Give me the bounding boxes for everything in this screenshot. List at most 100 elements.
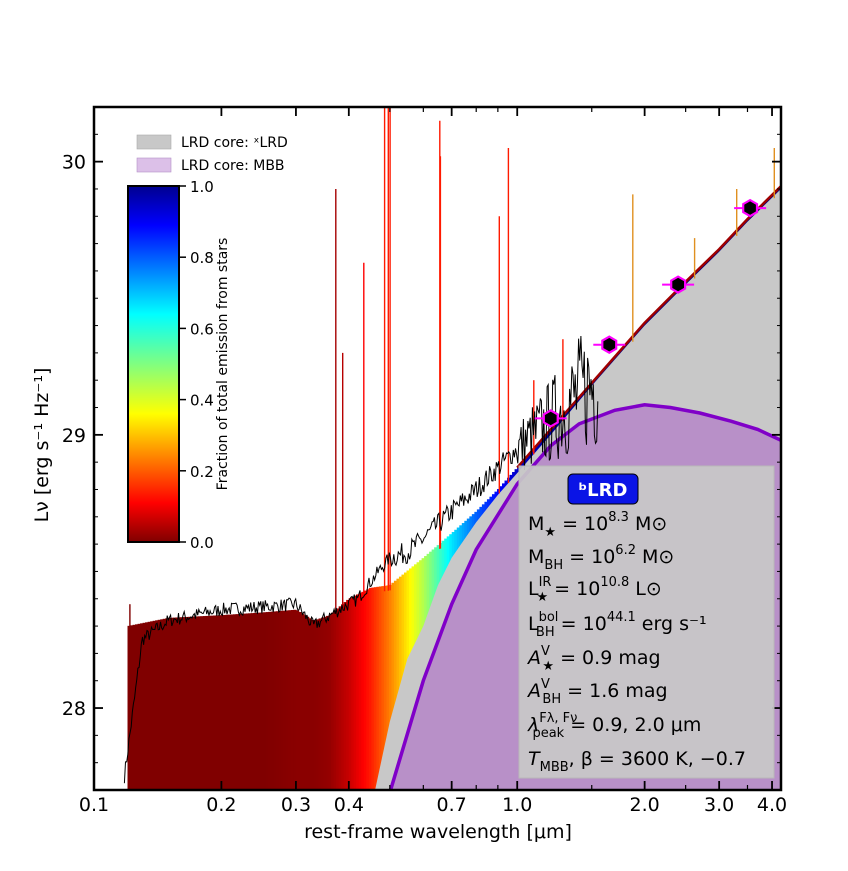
total-model-strip bbox=[200, 616, 204, 790]
total-model-strip bbox=[127, 625, 131, 790]
total-model-strip bbox=[142, 622, 146, 790]
info-row-part: erg s⁻¹ bbox=[636, 613, 707, 635]
info-row-symbol: A bbox=[526, 680, 541, 702]
total-model-strip bbox=[351, 596, 355, 790]
total-model-strip bbox=[366, 589, 370, 790]
info-row-part: BH bbox=[544, 558, 563, 573]
total-model-strip bbox=[275, 611, 280, 790]
total-model-strip bbox=[243, 613, 247, 790]
info-row-symbol: T bbox=[528, 748, 541, 770]
total-model-strip bbox=[270, 611, 275, 790]
x-tick-label: 0.4 bbox=[334, 794, 364, 816]
info-row-part: L bbox=[528, 578, 539, 600]
info-row-part: IR bbox=[539, 575, 552, 590]
info-row: λFλ, Fν peak = 0.9, 2.0 μm bbox=[527, 711, 701, 741]
total-model-strip bbox=[187, 616, 192, 790]
total-model-strip bbox=[220, 615, 224, 790]
total-model-strip bbox=[396, 578, 400, 790]
info-row-part: M bbox=[528, 513, 544, 535]
axis-ticks: 0.1 0.2 0.3 0.4 0.7 1.0 2.0 3.0 4.0 28 29 30 bbox=[62, 107, 787, 816]
total-model-strip bbox=[135, 624, 139, 790]
total-model-strip bbox=[373, 587, 378, 790]
total-model-strip bbox=[147, 621, 151, 790]
info-row-part: V bbox=[541, 677, 550, 692]
total-model-strip bbox=[348, 598, 352, 790]
info-row: AV ★ = 0.9 mag bbox=[526, 644, 661, 674]
total-model-strip bbox=[255, 612, 260, 790]
x-tick-label: 0.3 bbox=[281, 794, 311, 816]
info-row: AV BH = 1.6 mag bbox=[526, 677, 668, 707]
info-row-part: ★ bbox=[536, 590, 548, 605]
info-row-part: BH bbox=[536, 625, 555, 640]
total-model-strip bbox=[288, 610, 292, 790]
info-row-part: peak bbox=[532, 726, 564, 741]
info-row-part: = 0.9 mag bbox=[554, 647, 660, 669]
total-model-strip bbox=[308, 618, 312, 790]
total-model-strip bbox=[268, 611, 272, 790]
total-model-strip bbox=[278, 611, 282, 790]
colorbar-tick-label: 0.0 bbox=[190, 534, 214, 552]
total-model-strip bbox=[381, 586, 385, 790]
info-row-part: ★ bbox=[544, 525, 556, 540]
total-model-strip bbox=[205, 615, 209, 790]
total-model-strip bbox=[192, 616, 197, 790]
info-row-part: = 10 bbox=[563, 546, 615, 568]
info-row-part: M⊙ bbox=[629, 513, 667, 535]
total-model-strip bbox=[235, 614, 239, 790]
info-row-part: 6.2 bbox=[615, 543, 636, 558]
info-row: LIR ★ = 1010.8 L⊙ bbox=[528, 575, 662, 605]
info-row-part: = 10 bbox=[548, 578, 600, 600]
total-model-strip bbox=[212, 615, 217, 790]
total-model-strip bbox=[217, 615, 222, 790]
total-model-strip bbox=[210, 615, 214, 790]
photometry-point bbox=[670, 275, 687, 294]
total-model-strip bbox=[376, 586, 380, 790]
total-model-strip bbox=[152, 620, 156, 790]
total-model-strip bbox=[197, 616, 202, 790]
total-model-strip bbox=[185, 616, 189, 790]
total-model-strip bbox=[132, 624, 136, 790]
total-model-strip bbox=[285, 610, 290, 790]
photometry-point bbox=[601, 335, 618, 354]
total-model-strip bbox=[346, 599, 350, 790]
total-model-strip bbox=[195, 616, 199, 790]
total-model-strip bbox=[140, 623, 144, 790]
total-model-strip bbox=[175, 617, 179, 790]
total-model-strip bbox=[323, 616, 327, 790]
total-model-strip bbox=[230, 614, 234, 790]
info-row-part: bol bbox=[539, 610, 559, 625]
x-tick-label: 4.0 bbox=[757, 794, 787, 816]
info-row-part: M bbox=[528, 546, 544, 568]
total-model-strip bbox=[253, 612, 257, 790]
total-model-strip bbox=[316, 619, 320, 790]
info-row-part: = 1.6 mag bbox=[561, 680, 667, 702]
x-tick-label: 1.0 bbox=[502, 794, 532, 816]
total-model-strip bbox=[207, 615, 212, 790]
total-model-strip bbox=[177, 617, 182, 790]
total-model-strip bbox=[300, 613, 305, 790]
total-model-strip bbox=[388, 584, 393, 790]
photometry-point bbox=[542, 409, 559, 428]
total-model-strip bbox=[343, 602, 347, 790]
colorbar-tick-label: 0.8 bbox=[190, 249, 214, 267]
photometry-point bbox=[742, 198, 759, 218]
total-model-strip bbox=[383, 585, 388, 790]
colorbar-label: Fraction of total emission from stars bbox=[215, 238, 231, 491]
info-row-part: 8.3 bbox=[608, 510, 629, 525]
total-model-strip bbox=[298, 612, 302, 790]
info-row-symbol: λ bbox=[527, 714, 539, 736]
x-tick-label: 0.2 bbox=[206, 794, 236, 816]
total-model-strip bbox=[391, 582, 395, 790]
y-tick-label: 28 bbox=[62, 698, 86, 720]
total-model-strip bbox=[336, 608, 340, 790]
info-row-part: , β = 3600 K, −0.7 bbox=[569, 748, 746, 770]
y-tick-label: 29 bbox=[62, 425, 86, 447]
info-row-part: Fλ, Fν bbox=[539, 711, 577, 726]
total-model-strip bbox=[303, 615, 307, 790]
total-model-strip bbox=[182, 617, 187, 790]
total-model-strip bbox=[145, 622, 149, 790]
legend-label-mbb: LRD core: MBB bbox=[181, 158, 285, 174]
total-model-strip bbox=[280, 610, 285, 790]
